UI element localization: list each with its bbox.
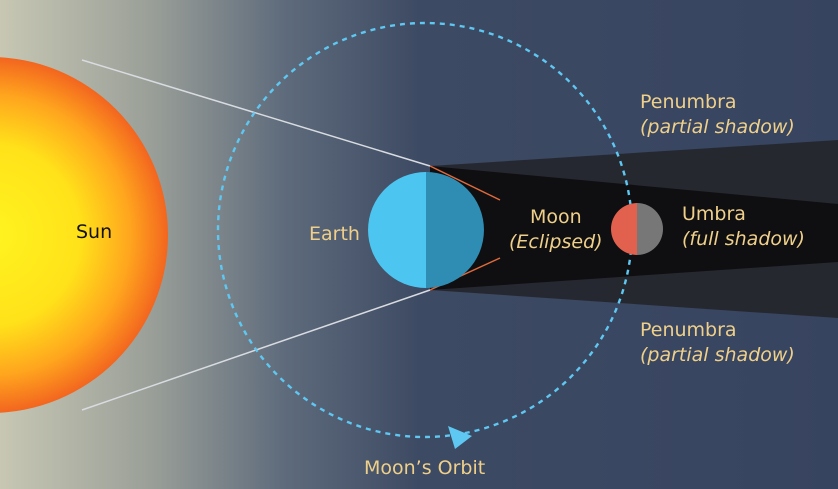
umbra-description: (full shadow) (682, 228, 805, 250)
orbit-label: Moon’s Orbit (364, 457, 485, 479)
umbra-label: Umbra (682, 203, 746, 225)
earth (368, 172, 484, 288)
orbit-direction-arrow-icon (448, 426, 472, 449)
penumbra-top-label: Penumbra (640, 91, 737, 113)
umbra-edge-top (429, 165, 501, 201)
sun-disc (0, 57, 168, 413)
moon-state-label: (Eclipsed) (509, 231, 603, 253)
moon-label: Moon (530, 206, 582, 228)
eclipsed-moon (611, 203, 663, 255)
sun-label: Sun (76, 221, 112, 243)
earth-label: Earth (309, 223, 360, 245)
sun-earth-tangent-top (81, 59, 431, 167)
penumbra-top-description: (partial shadow) (640, 116, 795, 138)
penumbra-bottom-description: (partial shadow) (640, 344, 795, 366)
penumbra-bottom-label: Penumbra (640, 319, 737, 341)
